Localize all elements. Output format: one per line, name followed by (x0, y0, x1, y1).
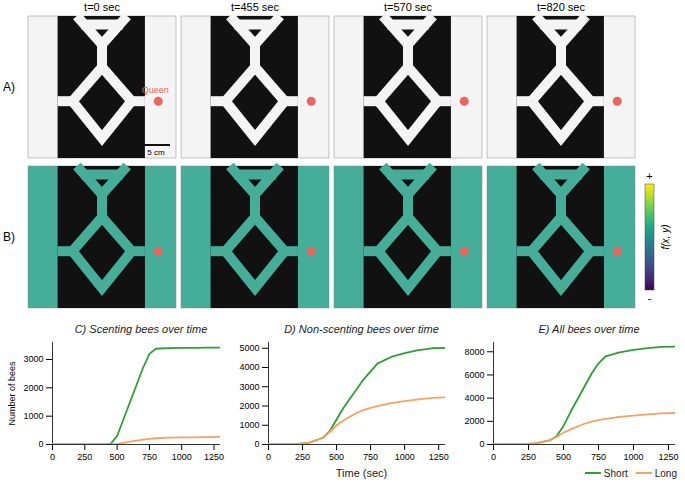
svg-text:250: 250 (77, 452, 92, 462)
svg-text:8000: 8000 (464, 347, 484, 357)
svg-text:Number of bees: Number of bees (7, 361, 17, 426)
svg-text:B): B) (3, 230, 15, 244)
svg-text:1000: 1000 (23, 411, 43, 421)
svg-text:6000: 6000 (464, 370, 484, 380)
svg-text:1000: 1000 (239, 420, 259, 430)
svg-text:1000: 1000 (172, 452, 192, 462)
html-text:Long: Long (654, 467, 677, 479)
svg-text:3000: 3000 (23, 354, 43, 364)
svg-text:0: 0 (266, 452, 271, 462)
svg-text:5 cm: 5 cm (147, 148, 165, 157)
svg-text:5000: 5000 (239, 343, 259, 353)
svg-text:1250: 1250 (429, 452, 449, 462)
svg-text:-: - (648, 292, 652, 304)
svg-text:750: 750 (363, 452, 378, 462)
svg-text:750: 750 (142, 452, 157, 462)
svg-text:3000: 3000 (239, 382, 259, 392)
svg-text:4000: 4000 (464, 393, 484, 403)
svg-text:250: 250 (295, 452, 310, 462)
svg-text:+: + (646, 170, 652, 182)
svg-text:0: 0 (491, 452, 496, 462)
svg-text:t=820 sec: t=820 sec (537, 1, 586, 13)
svg-text:t=455 sec: t=455 sec (231, 1, 280, 13)
svg-text:1250: 1250 (204, 452, 224, 462)
svg-text:4000: 4000 (239, 362, 259, 372)
html-text:Short: Short (603, 467, 628, 479)
svg-text:2000: 2000 (464, 416, 484, 426)
svg-text:1250: 1250 (658, 452, 678, 462)
svg-text:250: 250 (521, 452, 536, 462)
svg-text:2000: 2000 (239, 401, 259, 411)
html-text:C) Scenting bees over time: C) Scenting bees over time (74, 323, 208, 335)
html-text:E) All bees over time: E) All bees over time (538, 323, 640, 335)
svg-text:1000: 1000 (395, 452, 415, 462)
svg-text:0: 0 (254, 439, 259, 449)
svg-text:t=570 sec: t=570 sec (384, 1, 433, 13)
svg-text:t=0 sec: t=0 sec (84, 1, 120, 13)
svg-text:1000: 1000 (623, 452, 643, 462)
html-text:Time (sec): Time (sec) (335, 467, 388, 479)
html-text:D) Non-scenting bees over time: D) Non-scenting bees over time (284, 323, 439, 335)
svg-text:2000: 2000 (23, 383, 43, 393)
svg-text:f(x, y): f(x, y) (660, 225, 671, 250)
svg-text:Queen: Queen (142, 85, 169, 95)
svg-text:500: 500 (329, 452, 344, 462)
svg-text:500: 500 (556, 452, 571, 462)
svg-text:0: 0 (479, 439, 484, 449)
svg-text:0: 0 (50, 452, 55, 462)
svg-text:750: 750 (591, 452, 606, 462)
svg-text:0: 0 (38, 439, 43, 449)
svg-text:500: 500 (110, 452, 125, 462)
svg-text:A): A) (3, 80, 15, 94)
